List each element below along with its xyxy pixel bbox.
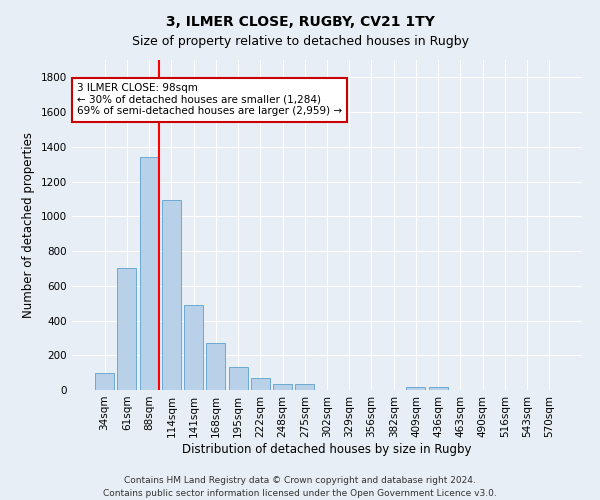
Bar bbox=[118, 268, 136, 390]
Text: Size of property relative to detached houses in Rugby: Size of property relative to detached ho… bbox=[131, 35, 469, 48]
Bar bbox=[184, 305, 203, 390]
Bar bbox=[273, 384, 292, 390]
Bar bbox=[140, 158, 158, 390]
Bar bbox=[429, 386, 448, 390]
X-axis label: Distribution of detached houses by size in Rugby: Distribution of detached houses by size … bbox=[182, 442, 472, 456]
Bar bbox=[295, 384, 314, 390]
Text: 3, ILMER CLOSE, RUGBY, CV21 1TY: 3, ILMER CLOSE, RUGBY, CV21 1TY bbox=[166, 15, 434, 29]
Bar bbox=[251, 378, 270, 390]
Text: Contains HM Land Registry data © Crown copyright and database right 2024.
Contai: Contains HM Land Registry data © Crown c… bbox=[103, 476, 497, 498]
Bar bbox=[95, 372, 114, 390]
Y-axis label: Number of detached properties: Number of detached properties bbox=[22, 132, 35, 318]
Bar bbox=[229, 366, 248, 390]
Bar bbox=[162, 200, 181, 390]
Bar bbox=[406, 388, 425, 390]
Text: 3 ILMER CLOSE: 98sqm
← 30% of detached houses are smaller (1,284)
69% of semi-de: 3 ILMER CLOSE: 98sqm ← 30% of detached h… bbox=[77, 83, 342, 116]
Bar bbox=[206, 343, 225, 390]
